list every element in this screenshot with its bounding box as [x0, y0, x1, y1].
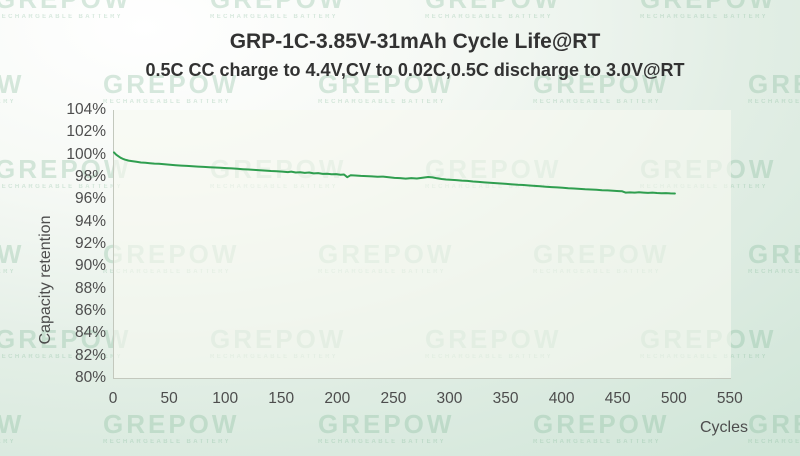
x-tick-label: 0: [108, 390, 118, 407]
y-tick-label: 100%: [66, 145, 106, 163]
y-tick-label: 90%: [74, 257, 106, 275]
capacity-retention-line-chart: [113, 151, 676, 195]
watermark-subtext: RECHARGEABLE BATTERY: [318, 99, 447, 105]
watermark-subtext: RECHARGEABLE BATTERY: [210, 14, 339, 20]
watermark-text: GREPOW: [533, 69, 670, 99]
watermark-text: GREPOW: [318, 409, 455, 439]
y-tick-label: 92%: [74, 234, 106, 252]
chart-header: GRP-1C-3.85V-31mAh Cycle Life@RT 0.5C CC…: [30, 30, 800, 81]
watermark-text: GREPOW: [748, 409, 800, 439]
watermark-text: GREPOW: [0, 69, 25, 99]
y-tick-label: 88%: [74, 279, 106, 297]
watermark-subtext: RECHARGEABLE BATTERY: [748, 99, 800, 105]
watermark-subtext: RECHARGEABLE BATTERY: [0, 439, 17, 445]
watermark-text: GREPOW: [103, 69, 240, 99]
y-tick-label: 102%: [66, 123, 106, 141]
watermark-subtext: RECHARGEABLE BATTERY: [0, 99, 17, 105]
watermark-text: GREPOW: [0, 239, 25, 269]
watermark-subtext: RECHARGEABLE BATTERY: [640, 14, 769, 20]
x-tick-label: 100: [212, 390, 239, 407]
grepow-watermark: GREPOW RECHARGEABLE BATTERY: [0, 0, 131, 20]
watermark-text: GREPOW: [103, 409, 240, 439]
x-tick-label: 200: [324, 390, 351, 407]
y-tick-label: 82%: [74, 346, 106, 364]
y-tick-label: 104%: [66, 101, 106, 118]
plot-area: [113, 110, 731, 379]
watermark-subtext: RECHARGEABLE BATTERY: [0, 269, 17, 275]
watermark-text: GREPOW: [318, 69, 455, 99]
x-tick-label: 150: [268, 390, 295, 407]
watermark-text: GREPOW: [210, 0, 346, 12]
watermark-text: GREPOW: [425, 0, 561, 12]
x-tick-label: 550: [716, 390, 743, 407]
watermark-subtext: RECHARGEABLE BATTERY: [0, 184, 124, 190]
y-tick-label: 84%: [74, 324, 106, 342]
watermark-text: GREPOW: [640, 0, 776, 12]
watermark-text: GREPOW: [0, 0, 131, 12]
x-tick-label: 250: [380, 390, 407, 407]
watermark-subtext: RECHARGEABLE BATTERY: [103, 99, 232, 105]
watermark-text: GREPOW: [533, 409, 670, 439]
chart-subtitle: 0.5C CC charge to 4.4V,CV to 0.02C,0.5C …: [145, 60, 685, 80]
capacity-retention-series-line: [113, 151, 676, 195]
y-axis-tick-labels: 104% 102% 100% 98% 96% 94% 92% 90% 88% 86% 84% 82% 8…: [0, 101, 106, 387]
x-axis-tick-labels: 0 50 100 150 200 250 300 350 400 450 500 550: [85, 390, 758, 408]
watermark-subtext: RECHARGEABLE BATTERY: [533, 439, 662, 445]
grepow-watermark: GREPOW RECHARGEABLE BATTERY: [425, 0, 561, 20]
watermark-subtext: RECHARGEABLE BATTERY: [0, 14, 124, 20]
watermark-subtext: RECHARGEABLE BATTERY: [748, 439, 800, 445]
watermark-subtext: RECHARGEABLE BATTERY: [318, 439, 447, 445]
y-tick-label: 98%: [74, 167, 106, 185]
x-axis-title: Cycles: [699, 419, 748, 436]
watermark-subtext: RECHARGEABLE BATTERY: [103, 439, 232, 445]
y-tick-label: 80%: [74, 368, 106, 386]
y-tick-label: 96%: [74, 190, 106, 208]
watermark-text: GREPOW: [0, 154, 132, 184]
x-tick-label: 500: [660, 390, 687, 407]
watermark-text: GREPOW: [0, 324, 132, 354]
x-tick-label: 50: [160, 390, 178, 407]
x-tick-label: 450: [604, 390, 631, 407]
x-tick-label: 300: [436, 390, 463, 407]
watermark-text: GREPOW: [748, 69, 800, 99]
y-tick-label: 86%: [74, 301, 106, 319]
watermark-subtext: RECHARGEABLE BATTERY: [748, 269, 800, 275]
watermark-subtext: RECHARGEABLE BATTERY: [425, 14, 554, 20]
watermark-subtext: RECHARGEABLE BATTERY: [533, 99, 662, 105]
grepow-watermark: GREPOW RECHARGEABLE BATTERY: [640, 0, 776, 20]
chart-title: GRP-1C-3.85V-31mAh Cycle Life@RT: [229, 30, 601, 53]
grepow-watermark: GREPOW RECHARGEABLE BATTERY: [210, 0, 346, 20]
y-tick-label: 94%: [74, 212, 106, 230]
x-tick-label: 400: [548, 390, 575, 407]
watermark-subtext: RECHARGEABLE BATTERY: [0, 354, 124, 360]
watermark-text: GREPOW: [0, 409, 25, 439]
watermark-text: GREPOW: [748, 239, 800, 269]
x-tick-label: 350: [492, 390, 519, 407]
